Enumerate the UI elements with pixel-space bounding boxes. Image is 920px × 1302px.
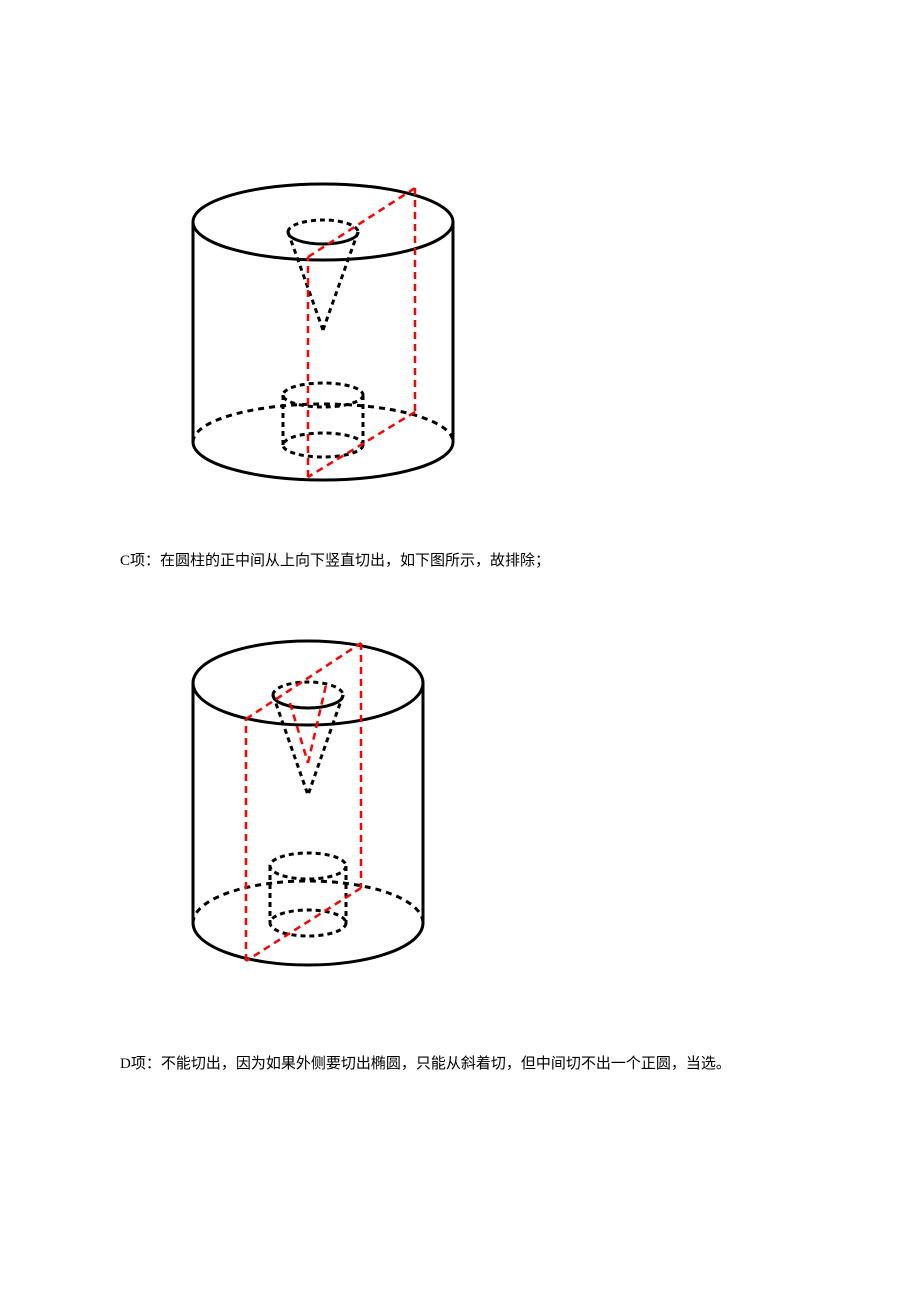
figure-2-diagram	[178, 623, 438, 1003]
explanation-c: C项：在圆柱的正中间从上向下竖直切出，如下图所示，故排除；	[120, 550, 800, 573]
figure-1-container	[178, 170, 800, 500]
figure-1-diagram	[178, 170, 468, 500]
figure-2-container	[178, 623, 800, 1003]
explanation-d: D项：不能切出，因为如果外侧要切出椭圆，只能从斜着切，但中间切不出一个正圆，当选…	[120, 1053, 800, 1076]
page-content: C项：在圆柱的正中间从上向下竖直切出，如下图所示，故排除；	[0, 0, 920, 1147]
